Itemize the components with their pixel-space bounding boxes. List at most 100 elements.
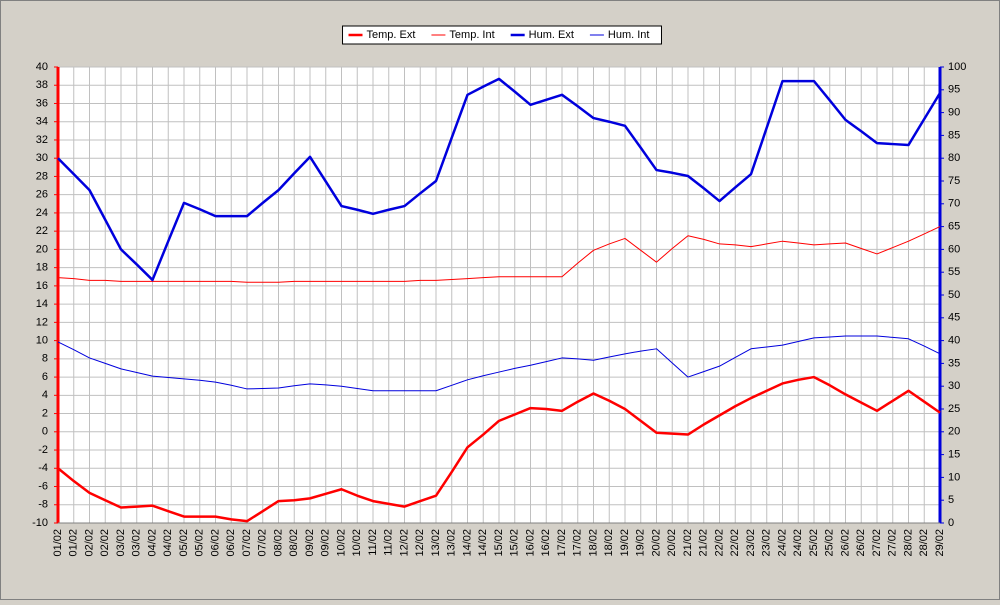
x-tick-label: 17/02 <box>556 529 568 557</box>
x-tick-label: 12/02 <box>414 529 426 557</box>
x-tick-label: 23/02 <box>745 529 757 557</box>
y2-tick-label: 90 <box>948 107 960 119</box>
x-tick-label: 14/02 <box>477 529 489 557</box>
y2-tick-label: 0 <box>948 517 954 529</box>
x-tick-label: 03/02 <box>131 529 143 557</box>
x-tick-label: 26/02 <box>839 529 851 557</box>
y2-tick-label: 20 <box>948 426 960 438</box>
x-tick-label: 15/02 <box>509 529 521 557</box>
x-tick-label: 24/02 <box>792 529 804 557</box>
x-tick-label: 06/02 <box>209 529 221 557</box>
x-tick-label: 05/02 <box>194 529 206 557</box>
y-tick-label: 38 <box>36 79 48 91</box>
x-tick-label: 02/02 <box>83 529 95 557</box>
y-tick-label: -10 <box>32 517 48 529</box>
series-line <box>57 375 941 523</box>
x-tick-label: 25/02 <box>808 529 820 557</box>
y-tick-label: 6 <box>42 371 48 383</box>
y-tick-label: 16 <box>36 280 48 292</box>
x-tick-label: 11/02 <box>383 529 395 556</box>
x-tick-label: 25/02 <box>824 529 836 557</box>
x-tick-label: 06/02 <box>225 529 237 557</box>
x-tick-label: 19/02 <box>619 529 631 557</box>
x-tick-label: 15/02 <box>493 529 505 557</box>
x-tick-label: 02/02 <box>99 529 111 557</box>
y2-tick-label: 40 <box>948 335 960 347</box>
y-tick-label: 10 <box>36 335 48 347</box>
y-tick-label: 2 <box>42 407 48 419</box>
x-tick-label: 21/02 <box>682 529 694 557</box>
y2-tick-label: 60 <box>948 243 960 255</box>
x-tick-label: 09/02 <box>320 529 332 557</box>
x-tick-label: 05/02 <box>178 529 190 557</box>
x-tick-label: 27/02 <box>871 529 883 557</box>
x-tick-label: 03/02 <box>115 529 127 557</box>
y2-tick-label: 30 <box>948 380 960 392</box>
x-tick-label: 20/02 <box>666 529 678 557</box>
x-tick-label: 16/02 <box>524 529 536 557</box>
x-tick-label: 20/02 <box>650 529 662 557</box>
x-tick-label: 14/02 <box>461 529 473 557</box>
y2-tick-label: 50 <box>948 289 960 301</box>
y2-tick-label: 85 <box>948 129 960 141</box>
x-tick-label: 18/02 <box>603 529 615 557</box>
y-tick-label: 8 <box>42 353 48 365</box>
x-tick-label: 28/02 <box>902 529 914 557</box>
x-tick-label: 04/02 <box>162 529 174 557</box>
x-tick-label: 13/02 <box>446 529 458 557</box>
x-tick-label: 01/02 <box>68 529 80 557</box>
x-tick-label: 10/02 <box>351 529 363 557</box>
x-tick-label: 08/02 <box>288 529 300 557</box>
y-tick-label: 4 <box>42 389 48 401</box>
x-tick-label: 26/02 <box>855 529 867 557</box>
series-line <box>57 226 941 283</box>
y-tick-label: -6 <box>38 480 48 492</box>
legend: Temp. Ext Temp. Int Hum. Ext Hum. Int <box>342 25 662 45</box>
y2-tick-label: 15 <box>948 449 960 461</box>
y2-tick-label: 5 <box>948 494 954 506</box>
x-tick-label: 22/02 <box>713 529 725 557</box>
x-tick-label: 23/02 <box>761 529 773 557</box>
y2-tick-label: 10 <box>948 471 960 483</box>
legend-label: Hum. Int <box>608 29 650 41</box>
y-tick-label: 32 <box>36 134 48 146</box>
y-tick-label: -8 <box>38 499 48 511</box>
x-tick-label: 09/02 <box>304 529 316 557</box>
y-tick-label: 14 <box>36 298 48 310</box>
x-tick-label: 07/02 <box>257 529 269 557</box>
y-tick-label: 22 <box>36 225 48 237</box>
x-tick-label: 01/02 <box>52 529 64 557</box>
y-tick-label: -4 <box>38 462 48 474</box>
y-tick-label: 26 <box>36 189 48 201</box>
x-tick-label: 11/02 <box>367 529 379 556</box>
x-tick-label: 29/02 <box>934 529 946 557</box>
x-tick-label: 27/02 <box>887 529 899 557</box>
y2-tick-label: 65 <box>948 221 960 233</box>
y2-tick-label: 70 <box>948 198 960 210</box>
y2-tick-label: 95 <box>948 84 960 96</box>
legend-label: Temp. Int <box>449 29 494 41</box>
x-tick-label: 13/02 <box>430 529 442 557</box>
y-tick-label: 40 <box>36 61 48 73</box>
x-tick-label: 07/02 <box>241 529 253 557</box>
x-tick-label: 22/02 <box>729 529 741 557</box>
y2-tick-label: 75 <box>948 175 960 187</box>
y-tick-label: 36 <box>36 97 48 109</box>
y2-tick-label: 55 <box>948 266 960 278</box>
series-line <box>57 335 941 392</box>
y2-tick-label: 45 <box>948 312 960 324</box>
y-tick-label: 18 <box>36 262 48 274</box>
y2-tick-label: 100 <box>948 61 966 73</box>
legend-label: Temp. Ext <box>367 29 416 41</box>
x-tick-label: 04/02 <box>146 529 158 557</box>
y-tick-label: 28 <box>36 170 48 182</box>
y-tick-label: 24 <box>36 207 48 219</box>
x-tick-label: 08/02 <box>272 529 284 557</box>
x-tick-label: 10/02 <box>335 529 347 557</box>
x-tick-label: 17/02 <box>572 529 584 557</box>
y2-tick-label: 35 <box>948 357 960 369</box>
y-tick-label: 20 <box>36 243 48 255</box>
x-tick-label: 24/02 <box>776 529 788 557</box>
x-tick-label: 18/02 <box>587 529 599 557</box>
